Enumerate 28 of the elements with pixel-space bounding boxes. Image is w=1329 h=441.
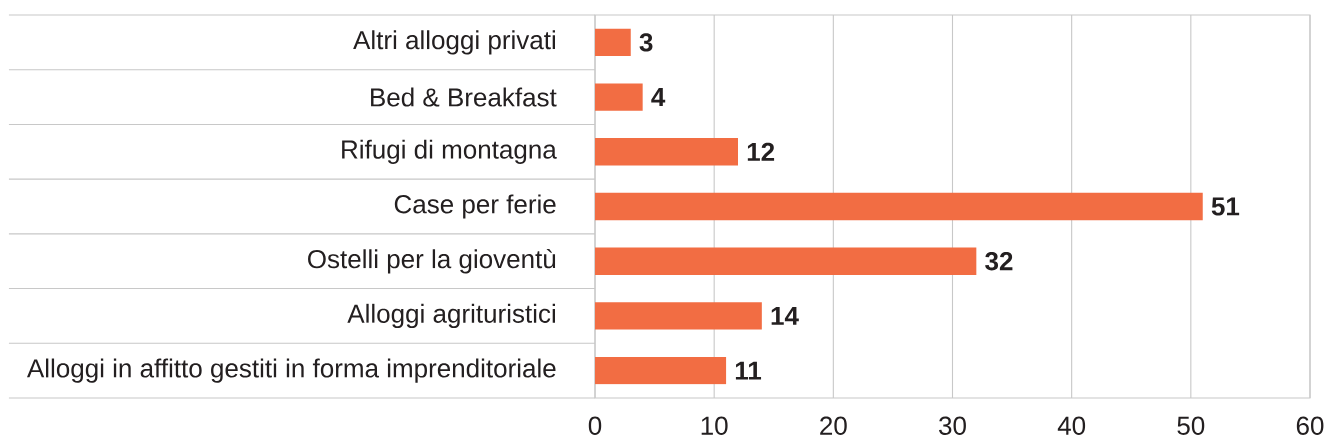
data-label: 32 — [985, 251, 1013, 271]
x-tick-label: 30 — [939, 416, 966, 435]
data-label: 14 — [771, 306, 799, 325]
bar — [595, 28, 631, 57]
bar — [595, 356, 727, 385]
x-tick-label: 0 — [588, 416, 602, 435]
x-tick-label: 50 — [1177, 416, 1205, 435]
y-tick-label: Case per ferie — [394, 194, 556, 219]
bar — [595, 192, 1203, 221]
y-tick-label: Ostelli per la gioventù — [308, 248, 556, 274]
data-label: 12 — [747, 142, 775, 161]
y-tick-label: Bed & Breakfast — [371, 87, 557, 107]
y-tick-label: Altri alloggi privati — [353, 30, 555, 55]
x-tick-label: 60 — [1296, 416, 1324, 435]
bar — [595, 247, 977, 275]
bar — [595, 138, 738, 166]
y-tick-label: Alloggi agrituristici — [347, 303, 555, 329]
y-tick-label: Alloggi in affitto gestiti in forma imprenditoriale — [26, 358, 556, 383]
x-tick-label: 20 — [820, 416, 847, 435]
x-tick-label: 10 — [701, 416, 728, 435]
x-tick-label: 40 — [1057, 416, 1086, 435]
data-label: 4 — [651, 88, 666, 107]
data-label: 11 — [735, 361, 762, 380]
data-label: 3 — [639, 33, 653, 52]
bar — [595, 83, 643, 111]
bar — [595, 302, 762, 330]
y-tick-label: Rifugi di montagna — [342, 139, 557, 164]
data-label: 51 — [1211, 197, 1240, 216]
